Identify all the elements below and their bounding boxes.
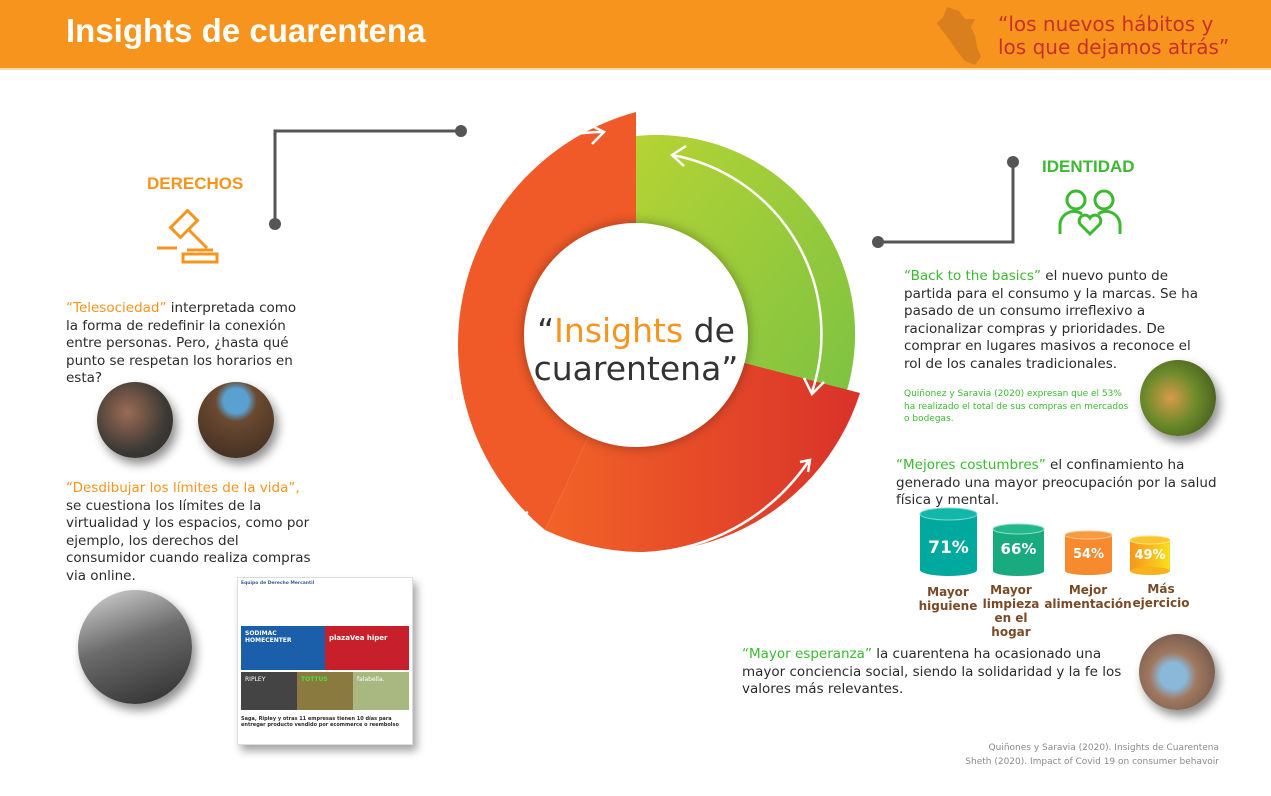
reference-2: Sheth (2020). Impact of Covid 19 on cons…	[965, 757, 1219, 767]
post-author: Equipo de Derecho Mercantil	[241, 581, 315, 586]
arrow-red	[517, 461, 810, 555]
post-caption: Saga, Ripley y otras 11 empresas tienen …	[241, 716, 399, 728]
subtitle-line-1: “los nuevos hábitos y	[998, 12, 1214, 36]
habits-cylinders	[919, 507, 1171, 576]
indecopi-building-photo	[78, 590, 192, 704]
center-line-2: cuarentena”	[533, 349, 739, 388]
quote-open: “	[537, 311, 555, 350]
stat-label-limpieza: Mayor limpieza en el hogar	[982, 583, 1040, 639]
gavel-icon	[157, 208, 219, 264]
stat-value-alimentacion: 54%	[1072, 547, 1105, 562]
derechos-heading: DERECHOS	[147, 174, 244, 193]
stat-label-ejercicio: Más ejercicio	[1132, 582, 1190, 610]
header-subtitle: “los nuevos hábitos y los que dejamos at…	[998, 13, 1229, 59]
stat-value-limpieza: 66%	[1000, 540, 1037, 558]
center-highlight: Insights	[554, 311, 684, 350]
subtitle-line-2: los que dejamos atrás”	[998, 35, 1230, 59]
references: Quiñones y Saravia (2020). Insights de C…	[965, 741, 1219, 769]
mayor-esperanza-highlight: “Mayor esperanza”	[742, 646, 872, 662]
back-to-basics-highlight: “Back to the basics”	[904, 268, 1042, 284]
stat-value-higiene: 71%	[928, 538, 969, 558]
telesociedad-text: interpretada como la forma de redefinir …	[66, 300, 297, 386]
mejores-costumbres-paragraph: “Mejores costumbres” el confinamiento ha…	[896, 457, 1236, 510]
mayor-esperanza-paragraph: “Mayor esperanza” la cuarentena ha ocasi…	[742, 646, 1142, 699]
brand-falabella: falabella.	[353, 672, 409, 710]
remote-work-photo	[97, 382, 173, 458]
mayor-esperanza-text: la cuarentena ha ocasionado una mayor co…	[742, 646, 1122, 697]
stat-label-alimentacion: Mejor alimentación	[1044, 583, 1132, 611]
stat-value-ejercicio: 49%	[1134, 548, 1166, 563]
back-to-basics-paragraph: “Back to the basics” el nuevo punto de p…	[904, 268, 1204, 373]
people-heart-icon	[1058, 189, 1122, 237]
cylinder-alimentacion	[1064, 530, 1113, 575]
remote-class-photo	[198, 382, 274, 458]
brand-tottus: TOTTUS	[297, 672, 353, 710]
peru-map-icon	[937, 7, 981, 65]
social-post-screenshot: Equipo de Derecho Mercantil SODIMAC HOME…	[237, 577, 413, 745]
insights-ring	[402, 112, 860, 555]
telesociedad-paragraph: “Telesociedad” interpretada como la form…	[66, 300, 311, 388]
mejores-costumbres-text: el confinamiento ha generado una mayor p…	[896, 457, 1217, 508]
arrow-orange	[402, 130, 603, 461]
arrow-green	[671, 153, 823, 393]
back-to-basics-text: el nuevo punto de partida para el consum…	[904, 268, 1198, 372]
cylinder-higiene	[919, 507, 978, 576]
stat-label-higiene: Mayor higuiene	[918, 585, 978, 613]
desdibujar-text: se cuestiona los límites de la virtualid…	[66, 497, 311, 584]
center-title: “Insights de cuarentena”	[520, 312, 752, 388]
identidad-heading: IDENTIDAD	[1042, 157, 1135, 176]
telesociedad-highlight: “Telesociedad”	[66, 300, 167, 316]
brand-ripley: RIPLEY	[241, 672, 297, 710]
market-stat-note: Quiñonez y Saravia (2020) expresan que e…	[904, 389, 1129, 424]
brand-plazavea: plazaVea hiper	[325, 626, 409, 670]
mejores-costumbres-highlight: “Mejores costumbres”	[896, 457, 1046, 473]
page-title: Insights de cuarentena	[66, 12, 426, 49]
reference-1: Quiñones y Saravia (2020). Insights de C…	[988, 743, 1219, 753]
header-banner: Insights de cuarentena “los nuevos hábit…	[0, 0, 1271, 70]
cylinder-limpieza	[992, 523, 1045, 576]
center-rest: de	[683, 311, 735, 350]
desdibujar-paragraph: “Desdibujar los límites de la vida”, se …	[66, 480, 311, 585]
cylinder-ejercicio	[1129, 535, 1171, 575]
center-circle	[524, 223, 748, 447]
desdibujar-highlight: “Desdibujar los límites de la vida”,	[66, 480, 300, 496]
face-mask-photo	[1139, 634, 1215, 710]
brand-sodimac: SODIMAC HOMECENTER	[241, 626, 325, 670]
market-produce-photo	[1140, 360, 1216, 436]
